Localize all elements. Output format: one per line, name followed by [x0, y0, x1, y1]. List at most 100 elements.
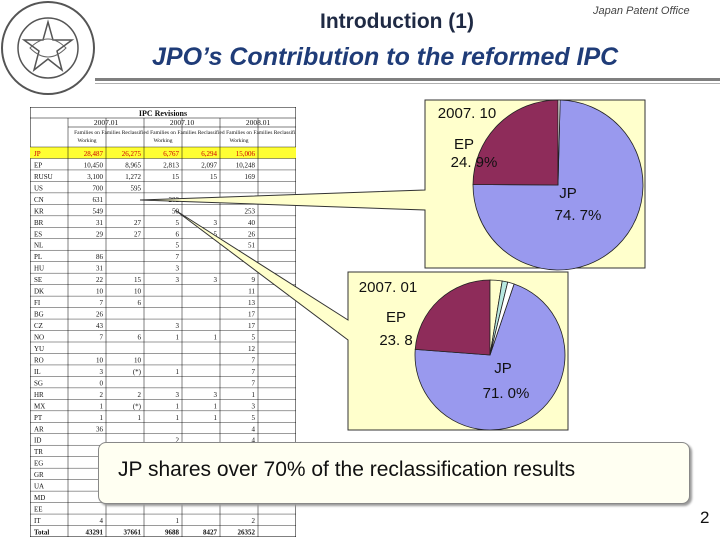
pie-2007-10-jp-label: JP [559, 185, 577, 202]
table-cell: 2 [252, 517, 256, 525]
table-cell: US [34, 184, 43, 192]
table-cell: 1 [100, 402, 104, 410]
pie-2007-10-ep-pct: 24. 9% [451, 154, 498, 171]
table-cell: 1 [252, 391, 256, 399]
table-cell: 6,294 [201, 150, 217, 158]
table-cell: 28,487 [84, 150, 104, 158]
table-cell: 12 [248, 345, 256, 353]
table-cell: 15 [210, 173, 218, 181]
table-cell: HR [34, 391, 44, 399]
page-number: 2 [700, 508, 710, 527]
table-cell: 9688 [165, 529, 180, 537]
jpo-seal-logo [1, 1, 95, 95]
table-cell: 17 [248, 311, 256, 319]
table-cell: 31 [96, 219, 104, 227]
table-subcol-header: Families on [150, 130, 176, 136]
table-cell: Total [34, 529, 49, 537]
table-cell: 2,097 [201, 161, 217, 169]
table-cell: AR [34, 425, 44, 433]
table-cell: 5 [214, 230, 218, 238]
pie-2007-01-jp-label: JP [494, 360, 512, 377]
table-cell: 7 [176, 253, 180, 261]
pie-2007-01-jp-pct: 71. 0% [483, 385, 530, 402]
table-cell: 253 [245, 207, 256, 215]
table-cell: FI [34, 299, 41, 307]
table-cell: (*) [133, 402, 142, 410]
table-cell: 31 [96, 265, 104, 273]
table-cell: 2,813 [163, 161, 179, 169]
pie-2007-10-title: 2007. 10 [438, 105, 496, 122]
table-cell: 595 [131, 184, 142, 192]
table-cell: 29 [96, 230, 104, 238]
pie-2007-01-slice-ep [414, 279, 491, 356]
table-subcol-header: Working [229, 138, 248, 144]
table-cell: 3,100 [87, 173, 103, 181]
pie-2007-01-ep-pct: 23. 8 [379, 332, 412, 349]
table-subcol-header: Working [153, 138, 172, 144]
table-cell: 86 [96, 253, 104, 261]
table-cell: 2 [138, 391, 142, 399]
table-cell: 3 [214, 276, 218, 284]
table-cell: 169 [245, 173, 256, 181]
table-cell: 10 [96, 288, 104, 296]
table-cell: MD [34, 494, 45, 502]
table-cell: 7 [252, 368, 256, 376]
table-cell: 3 [176, 276, 180, 284]
table-cell: 7 [100, 299, 104, 307]
table-cell: TR [34, 448, 43, 456]
pie-2007-01-slice-jp [414, 283, 566, 431]
table-cell: 6 [176, 230, 180, 238]
table-subcol-header: Working [77, 138, 96, 144]
table-cell: 1 [176, 517, 180, 525]
table-cell: ID [34, 437, 41, 445]
table-cell: 4 [100, 517, 104, 525]
table-cell: GR [34, 471, 44, 479]
table-cell: 1 [138, 414, 142, 422]
table-cell: NL [34, 242, 43, 250]
summary-banner-text: JP shares over 70% of the reclassificati… [118, 458, 576, 481]
table-cell: 27 [134, 230, 142, 238]
table-cell: SE [34, 276, 42, 284]
table-cell: 8427 [203, 529, 218, 537]
table-cell: CZ [34, 322, 43, 330]
table-cell: 26352 [238, 529, 256, 537]
pie-2007-10-slice-other [557, 99, 561, 186]
pie-2007-01-title: 2007. 01 [359, 279, 417, 296]
table-cell: 26 [248, 230, 256, 238]
table-cell: RUSU [34, 173, 53, 181]
table-cell: 37661 [124, 529, 142, 537]
section-heading: Introduction (1) [320, 10, 474, 33]
table-subcol-header: Families Reclassified [177, 129, 224, 136]
table-cell: 9 [252, 276, 256, 284]
table-cell: 7 [100, 334, 104, 342]
table-cell: 36 [96, 425, 104, 433]
table-cell: 0 [100, 379, 104, 387]
table-cell: 4 [252, 425, 256, 433]
table-cell: 4 [252, 437, 256, 445]
table-cell: 1 [214, 402, 218, 410]
table-cell: 1 [100, 414, 104, 422]
table-cell: 13 [248, 299, 256, 307]
table-cell: 43 [96, 322, 104, 330]
table-cell: 2 [176, 437, 180, 445]
table-cell: 1 [214, 414, 218, 422]
table-cell: 50 [172, 207, 180, 215]
office-label: Japan Patent Office [593, 5, 690, 17]
table-cell: 1 [214, 334, 218, 342]
table-cell: BR [34, 219, 44, 227]
table-cell: 7 [252, 379, 256, 387]
pie-2007-01-ep-label: EP [386, 309, 406, 326]
table-cell: ES [34, 230, 42, 238]
table-subcol-header: Families Reclassified [253, 129, 296, 136]
table-cell: DK [34, 288, 44, 296]
pie-2007-10-slice-jp [472, 99, 644, 271]
table-cell: BG [34, 311, 44, 319]
table-cell: 5 [252, 334, 256, 342]
table-cell: SG [34, 379, 43, 387]
pie-2007-01-slice-other [489, 281, 515, 356]
table-subcol-header: Families on [74, 130, 100, 136]
table-cell: 7 [252, 356, 256, 364]
pie-2007-10-ep-label: EP [454, 136, 474, 153]
table-cell: 15 [172, 173, 180, 181]
slide-title: JPO’s Contribution to the reformed IPC [152, 43, 619, 71]
